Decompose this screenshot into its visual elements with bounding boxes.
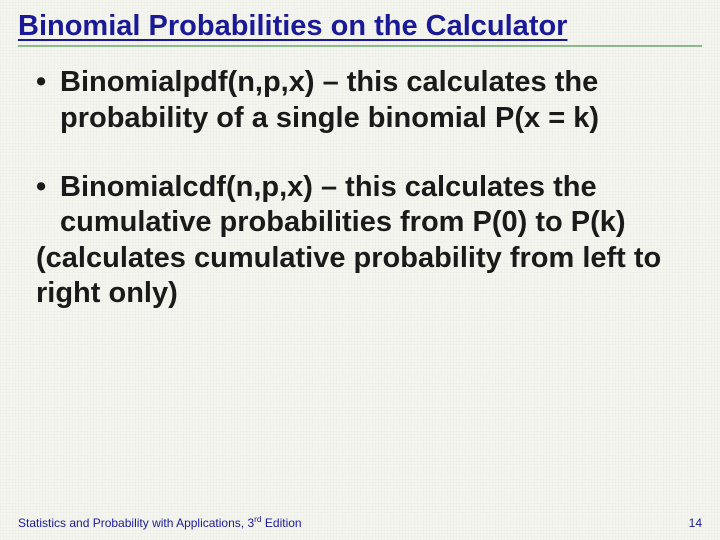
footer-text-suffix: Edition (262, 516, 302, 530)
bullet-text-1: Binomialpdf(n,p,x) – this calculates the… (60, 65, 690, 136)
footer-source: Statistics and Probability with Applicat… (18, 514, 302, 530)
bullet-mark: • (36, 170, 60, 241)
paren-note: (calculates cumulative probability from … (14, 241, 690, 312)
footer-sup: rd (254, 514, 261, 524)
footer: Statistics and Probability with Applicat… (0, 514, 720, 530)
bullet-item-2: • Binomialcdf(n,p,x) – this calculates t… (36, 170, 690, 312)
slide-number: 14 (689, 516, 702, 530)
footer-text-prefix: Statistics and Probability with Applicat… (18, 516, 254, 530)
bullet-mark: • (36, 65, 60, 136)
bullet-text-2: Binomialcdf(n,p,x) – this calculates the… (60, 170, 690, 241)
bullet-item-1: • Binomialpdf(n,p,x) – this calculates t… (36, 65, 690, 136)
slide-title: Binomial Probabilities on the Calculator (18, 10, 702, 43)
